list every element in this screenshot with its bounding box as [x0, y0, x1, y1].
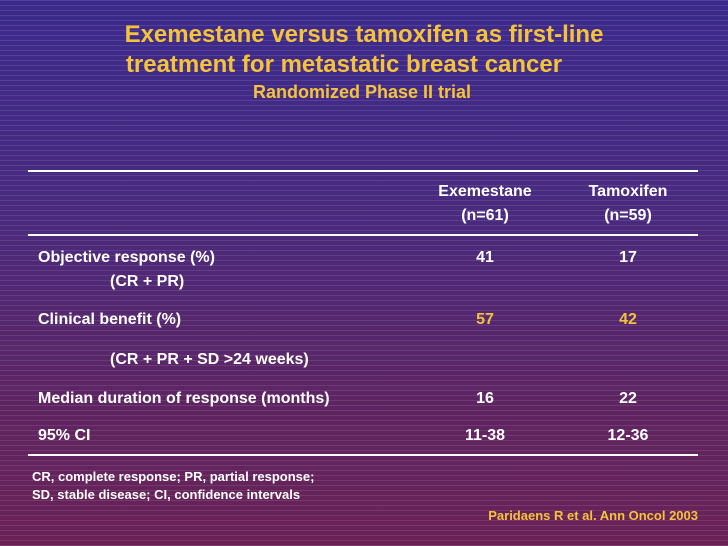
row-objective-response-label: Objective response (%)	[38, 249, 215, 266]
citation: Paridaens R et al. Ann Oncol 2003	[488, 508, 698, 523]
table-top-rule	[28, 170, 698, 172]
slide-title: Exemestane versus tamoxifen as first-lin…	[0, 20, 728, 103]
row-ci-exemestane: 11-38	[464, 427, 506, 444]
row-median-duration-label: Median duration of response (months)	[38, 390, 330, 407]
table-bottom-rule	[28, 454, 698, 456]
header-tamoxifen-name: Tamoxifen	[588, 183, 668, 200]
header-tamoxifen-n: (n=59)	[604, 207, 652, 224]
title-line-1: Exemestane versus tamoxifen as first-lin…	[124, 21, 604, 48]
footnote-line-1: CR, complete response; PR, partial respo…	[32, 469, 315, 484]
row-objective-response-sublabel: (CR + PR)	[110, 273, 185, 290]
slide-subtitle: Randomized Phase II trial	[252, 82, 472, 102]
row-clinical-benefit-sublabel: (CR + PR + SD >24 weeks)	[110, 351, 309, 368]
row-clinical-benefit-tamoxifen: 42	[619, 311, 637, 328]
header-exemestane-name: Exemestane	[438, 183, 532, 200]
header-exemestane-n: (n=61)	[461, 207, 509, 224]
row-ci-label: 95% CI	[38, 427, 91, 444]
row-median-duration-exemestane: 16	[476, 390, 494, 407]
row-ci-tamoxifen: 12-36	[607, 427, 649, 444]
title-line-2: treatment for metastatic breast cancer	[125, 51, 563, 78]
footnote-line-2: SD, stable disease; CI, confidence inter…	[32, 487, 301, 502]
row-clinical-benefit-exemestane: 57	[476, 311, 494, 328]
row-objective-response-exemestane: 41	[476, 249, 494, 266]
table-header-rule	[28, 234, 698, 236]
row-clinical-benefit-label: Clinical benefit (%)	[38, 311, 182, 328]
row-median-duration-tamoxifen: 22	[619, 390, 637, 407]
row-objective-response-tamoxifen: 17	[619, 249, 637, 266]
